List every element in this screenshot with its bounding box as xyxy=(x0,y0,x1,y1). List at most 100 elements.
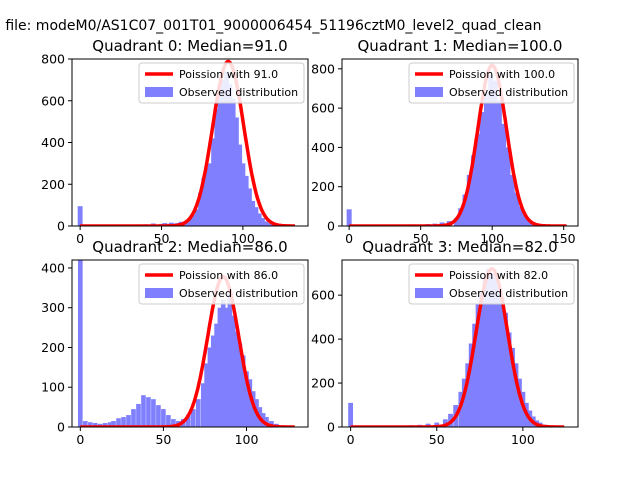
legend-box xyxy=(138,263,305,305)
y-tick-label: 600 xyxy=(41,93,65,108)
x-tick-label: 100 xyxy=(231,231,255,246)
y-tick-label: 600 xyxy=(311,101,335,116)
y-tick-label: 800 xyxy=(41,52,65,67)
plot-area xyxy=(348,267,566,427)
histogram-bar xyxy=(475,133,481,226)
histogram-bar xyxy=(489,273,495,427)
y-tick-label: 800 xyxy=(311,61,335,76)
histogram-bar xyxy=(442,419,448,427)
y-tick-label: 0 xyxy=(57,219,65,234)
x-tick-label: 0 xyxy=(347,432,355,447)
histogram-bar xyxy=(207,163,213,226)
histogram-bar xyxy=(214,323,219,427)
y-tick-label: 400 xyxy=(41,135,65,150)
histogram-bar xyxy=(517,378,522,427)
histogram-bar xyxy=(346,209,352,226)
histogram-bar xyxy=(263,221,269,226)
histogram-bar xyxy=(131,409,136,427)
histogram-bar xyxy=(492,277,498,427)
chart-panel-0: 0 50 100 0 200 400 600 800 Quadrant 0: Median=91… xyxy=(41,37,309,246)
y-tick-label: 0 xyxy=(327,420,335,435)
legend-patch-observed xyxy=(145,87,173,97)
legend-label-poisson: Poission with 86.0 xyxy=(179,269,278,282)
histogram-bar xyxy=(247,379,253,427)
x-tick-label: 50 xyxy=(413,231,429,246)
histogram-bar xyxy=(198,192,204,226)
histogram-bar xyxy=(224,307,229,427)
x-tick-label: 100 xyxy=(480,231,504,246)
histogram-bar xyxy=(171,419,176,427)
histogram-bar xyxy=(87,422,93,427)
histogram-bar xyxy=(269,224,275,226)
x-tick-label: 100 xyxy=(511,432,535,447)
panel-title: Quadrant 1: Median=100.0 xyxy=(358,37,563,55)
y-tick-label: 200 xyxy=(311,179,335,194)
histogram-bar xyxy=(190,409,196,427)
histogram-bar xyxy=(492,80,498,226)
histogram-bar xyxy=(200,383,206,427)
histogram-bar xyxy=(496,100,502,226)
histogram-bar xyxy=(224,71,230,226)
legend-patch-observed xyxy=(145,288,173,298)
x-tick-label: 100 xyxy=(235,432,259,447)
histogram-bar xyxy=(483,92,489,226)
legend: Poission with 100.0 Observed distribution xyxy=(408,62,575,104)
histogram-bar xyxy=(217,90,223,226)
poisson-curve xyxy=(349,267,566,427)
y-tick-label: 200 xyxy=(41,177,65,192)
histogram-bar xyxy=(186,415,191,427)
panel-title: Quadrant 0: Median=91.0 xyxy=(92,37,287,55)
histogram-bar xyxy=(472,323,478,427)
histogram-bar xyxy=(77,206,83,226)
histogram-bar xyxy=(227,291,233,427)
histogram-bar xyxy=(146,397,151,427)
histogram-bar xyxy=(92,423,98,427)
poisson-curve xyxy=(348,63,568,226)
histogram-bar xyxy=(526,220,532,226)
legend-label-poisson: Poission with 91.0 xyxy=(179,68,278,81)
histogram-bar xyxy=(348,402,354,427)
figure-title: n file: modeM0/AS1C07_001T01_9000006454_… xyxy=(0,18,541,34)
histogram-bar xyxy=(486,268,491,427)
chart-panel-1: 0 50 100 150 0 200 400 600 800 Quadrant 1: Median… xyxy=(311,37,579,246)
y-tick-label: 200 xyxy=(311,376,335,391)
histogram-bar xyxy=(151,399,156,427)
legend-box xyxy=(138,62,305,104)
legend-patch-observed xyxy=(415,288,443,298)
histogram-bar xyxy=(207,347,213,427)
histogram-bar xyxy=(136,403,141,427)
histogram-bar xyxy=(82,421,88,427)
histogram-bar xyxy=(465,363,471,427)
histogram-bar xyxy=(269,421,274,427)
panel-title: Quadrant 2: Median=86.0 xyxy=(92,238,287,256)
chart-panel-2: 0 50 100 0 100 200 300 400 Quadrant 2: Median=86… xyxy=(41,238,309,447)
histogram-bar xyxy=(475,303,481,427)
x-tick-label: 50 xyxy=(154,231,170,246)
y-tick-label: 0 xyxy=(327,219,335,234)
histogram-bar xyxy=(220,299,226,427)
axes-frame xyxy=(71,259,309,428)
legend: Poission with 82.0 Observed distribution xyxy=(408,263,575,305)
chart-panels: 0 50 100 0 200 400 600 800 Quadrant 0: Median=91… xyxy=(41,37,579,447)
x-tick-label: 0 xyxy=(76,432,84,447)
y-tick-label: 400 xyxy=(311,140,335,155)
histogram-bar xyxy=(246,188,252,226)
legend: Poission with 91.0 Observed distribution xyxy=(138,62,305,104)
y-tick-label: 100 xyxy=(41,380,65,395)
histogram-bar xyxy=(434,422,440,427)
histogram-bar xyxy=(214,109,220,226)
histogram-bar xyxy=(211,138,217,226)
histogram-bar xyxy=(466,174,472,226)
histogram-bar xyxy=(458,208,464,226)
histogram-bar xyxy=(217,307,223,427)
histogram-bar xyxy=(496,288,502,427)
poisson-curve xyxy=(79,274,296,427)
legend-label-observed: Observed distribution xyxy=(179,287,298,300)
chart-panel-3: 0 50 100 0 200 400 600 Quadrant 3: Median=82.0 P… xyxy=(311,238,579,447)
histogram-bar xyxy=(501,123,507,226)
histogram-bar xyxy=(195,399,201,427)
legend-label-poisson: Poission with 82.0 xyxy=(449,269,548,282)
histogram-bar xyxy=(471,155,477,226)
plot-area xyxy=(346,63,568,226)
